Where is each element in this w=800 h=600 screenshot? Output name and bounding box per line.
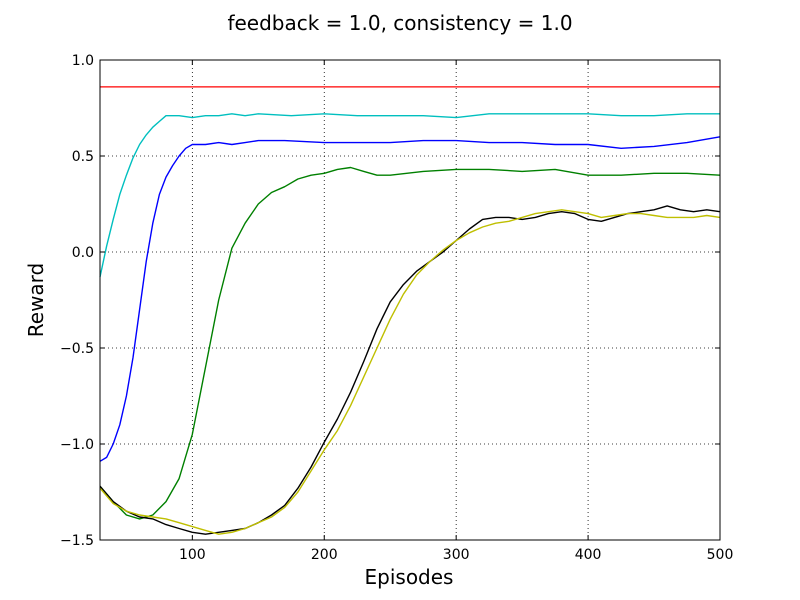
series-line-1	[99, 113, 720, 278]
x-tick-label: 400	[575, 547, 602, 563]
series-line-3	[99, 166, 721, 520]
x-tick-label: 200	[311, 547, 338, 563]
x-tick-label: 500	[707, 547, 734, 563]
y-axis-ticks: −1.5 −1.0 −0.5 0.0 0.5 1.0	[60, 53, 720, 549]
y-tick-label: 0.0	[72, 245, 94, 261]
x-tick-label: 300	[443, 547, 470, 563]
series-line-5	[99, 209, 721, 535]
x-tick-label: 100	[179, 547, 206, 563]
y-tick-label: 0.5	[72, 149, 94, 165]
y-tick-label: −0.5	[60, 341, 94, 357]
series-line-2	[99, 136, 721, 462]
y-tick-label: −1.5	[60, 533, 94, 549]
x-axis-ticks: 100 200 300 400 500	[179, 60, 733, 563]
y-tick-label: 1.0	[72, 53, 94, 69]
y-tick-label: −1.0	[60, 437, 94, 453]
plot-frame	[99, 59, 721, 541]
series-group	[99, 113, 721, 535]
y-axis-label: Reward	[24, 263, 48, 337]
series-line-4	[99, 205, 721, 535]
x-axis-label: Episodes	[365, 565, 454, 589]
chart-title: feedback = 1.0, consistency = 1.0	[227, 11, 572, 35]
